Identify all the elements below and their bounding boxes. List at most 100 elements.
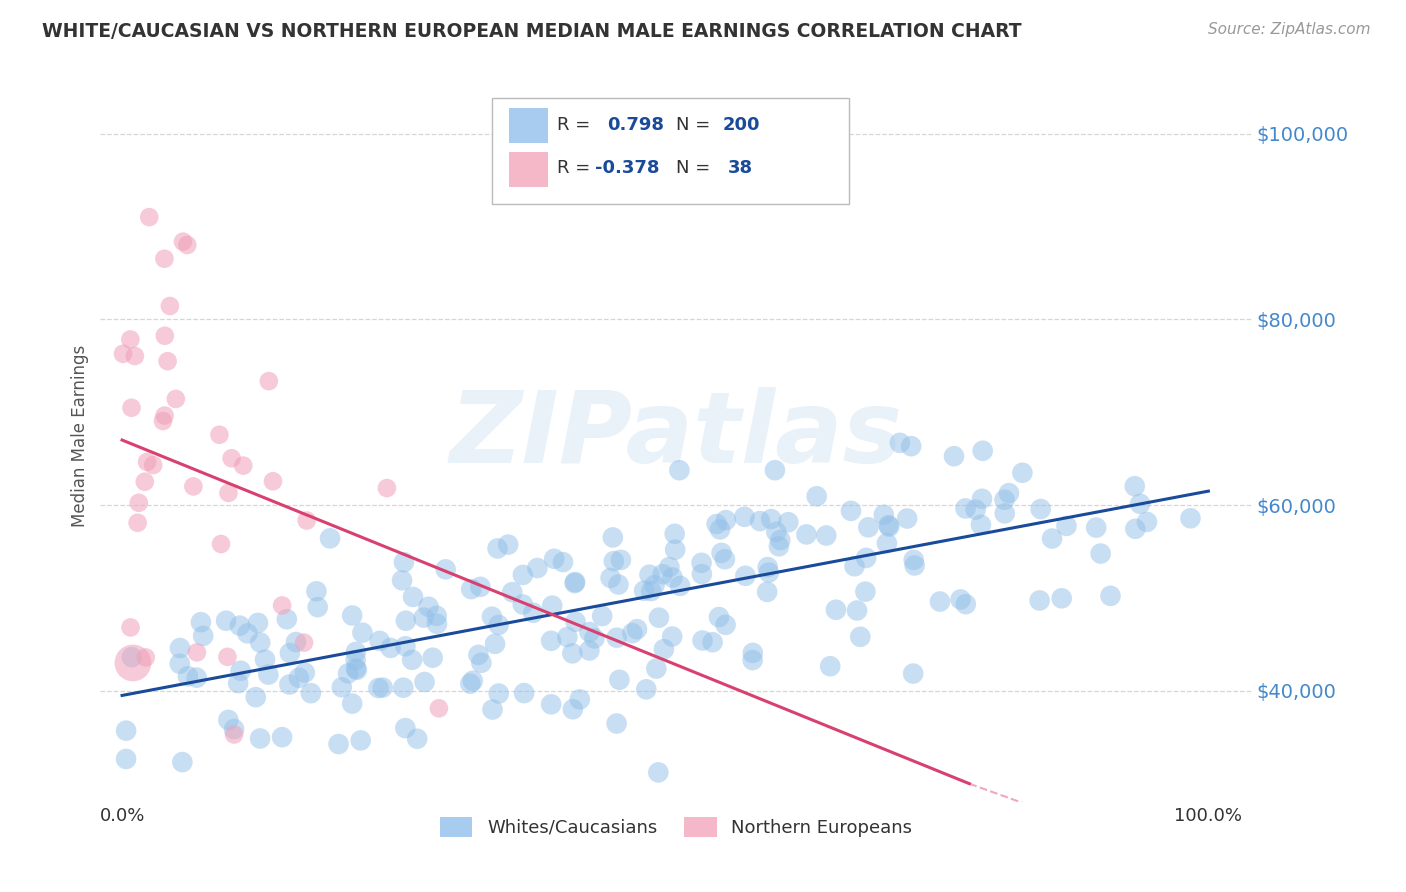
Point (626, 622, 648, 636)
Point (583, 632, 606, 646)
Point (855, 584, 877, 599)
Point (522, 606, 544, 620)
Point (1050, 591, 1073, 606)
Point (846, 603, 869, 617)
Point (418, 599, 440, 614)
Point (709, 523, 731, 537)
Point (652, 642, 675, 657)
Point (599, 571, 621, 585)
Point (215, 614, 238, 628)
Point (602, 531, 624, 545)
Point (1029, 502, 1052, 516)
Point (965, 502, 987, 516)
Point (815, 528, 838, 542)
Point (765, 524, 787, 539)
Point (818, 659, 841, 673)
Point (591, 609, 613, 624)
Point (395, 614, 418, 628)
Point (127, 516, 149, 530)
Point (661, 630, 683, 644)
Point (427, 701, 450, 715)
Point (970, 517, 993, 532)
Point (217, 713, 239, 727)
Point (1085, 520, 1108, 534)
Point (668, 463, 690, 477)
Point (749, 514, 772, 528)
Point (603, 554, 626, 568)
Point (561, 702, 583, 716)
Point (1040, 532, 1063, 546)
Point (741, 646, 763, 660)
Point (690, 567, 713, 582)
Point (222, 722, 245, 736)
Point (368, 633, 391, 648)
Point (714, 552, 737, 566)
Point (1090, 547, 1112, 561)
Point (778, 515, 800, 529)
Point (394, 640, 416, 654)
Point (352, 625, 374, 640)
Point (733, 509, 755, 524)
Point (825, 603, 848, 617)
Text: 200: 200 (723, 116, 759, 134)
Point (340, 697, 363, 711)
Point (512, 568, 534, 582)
Point (467, 648, 489, 662)
Point (257, 374, 280, 388)
Point (710, 546, 733, 560)
Point (621, 626, 644, 640)
Point (278, 646, 301, 660)
Point (246, 615, 269, 630)
Point (904, 558, 927, 573)
Point (271, 599, 294, 613)
Point (606, 716, 628, 731)
Point (900, 439, 922, 453)
Point (135, 650, 157, 665)
Point (541, 599, 564, 613)
Point (330, 681, 353, 695)
Point (394, 721, 416, 735)
Point (257, 667, 280, 681)
Point (460, 582, 482, 596)
Point (1011, 466, 1033, 480)
Point (124, 349, 146, 363)
Point (172, 235, 194, 249)
Point (949, 592, 972, 607)
Point (512, 598, 534, 612)
Point (115, 723, 138, 738)
Point (1136, 515, 1159, 529)
Point (190, 615, 212, 630)
Point (756, 585, 779, 599)
Point (305, 584, 328, 599)
Point (955, 597, 977, 611)
Point (702, 635, 724, 649)
Point (540, 633, 562, 648)
Point (690, 556, 713, 570)
Point (564, 575, 586, 590)
Point (664, 526, 686, 541)
Point (229, 618, 252, 632)
Point (346, 663, 368, 677)
Point (647, 765, 669, 780)
Text: N =: N = (676, 116, 710, 134)
Point (218, 486, 240, 500)
Point (1123, 479, 1146, 493)
Point (307, 600, 329, 615)
Point (120, 620, 142, 634)
Point (245, 690, 267, 705)
Text: -0.378: -0.378 (596, 159, 659, 177)
Point (169, 641, 191, 656)
Point (543, 551, 565, 566)
Point (461, 673, 484, 688)
Point (568, 692, 591, 706)
Point (501, 585, 523, 599)
Point (855, 550, 877, 565)
Point (177, 669, 200, 683)
Point (156, 354, 179, 368)
Point (486, 541, 509, 556)
Point (896, 511, 918, 525)
Point (295, 514, 318, 528)
Point (844, 559, 866, 574)
Point (636, 682, 658, 697)
Point (208, 427, 231, 442)
